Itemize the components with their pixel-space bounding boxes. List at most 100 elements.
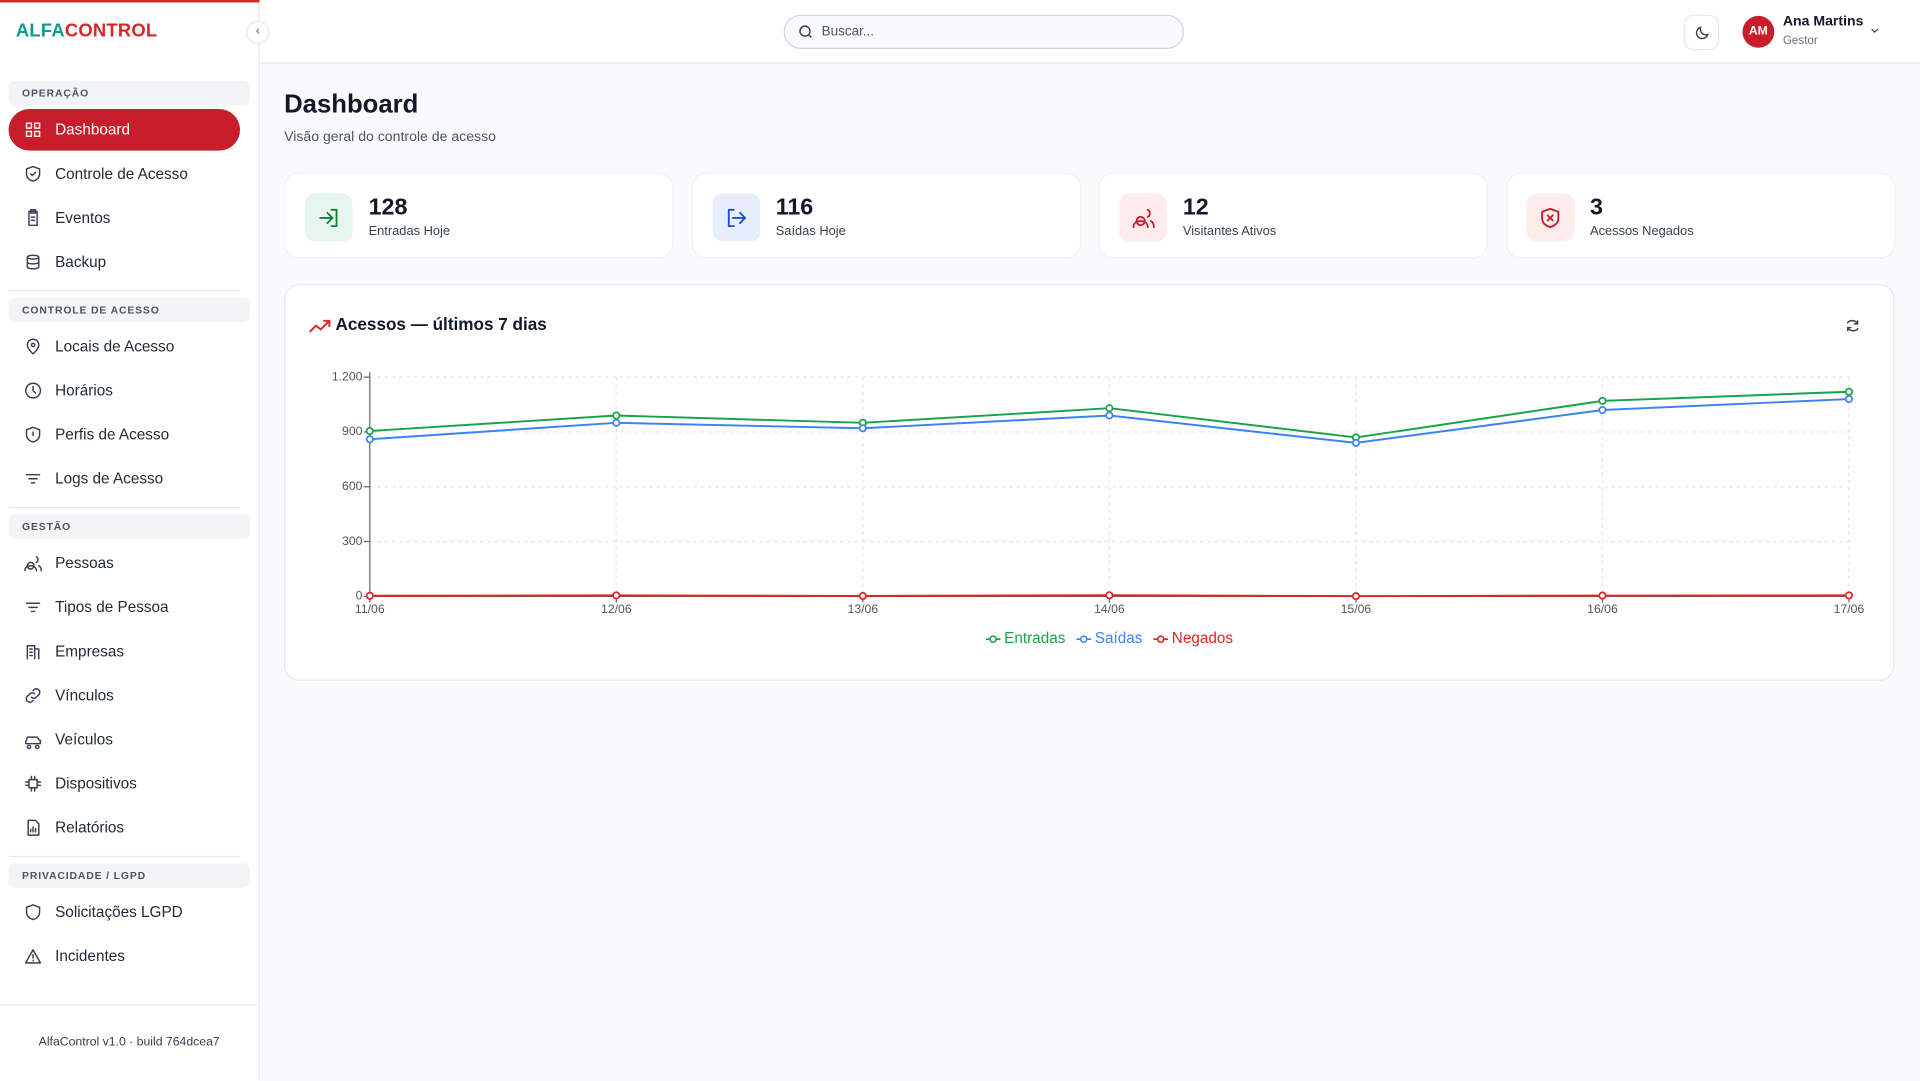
avatar[interactable]: AM [1742,15,1775,48]
icon-shape [25,122,41,138]
nav-icon [24,775,42,792]
nav-label: Eventos [55,209,111,227]
chart-card: Acessos — últimos 7 dias 0 300 600 900 1.200… [284,284,1895,681]
section-title: PRIVACIDADE / LGPD [8,863,250,888]
data-point [365,435,374,444]
user-menu-chevron[interactable] [1869,24,1881,36]
moon-icon [1695,25,1709,39]
icon-shape [25,382,42,399]
icon [1541,207,1560,228]
y-tick-label: 0 [356,589,363,603]
nav-label: Relatórios [55,819,125,837]
nav-label: Horários [55,382,113,400]
nav-item[interactable]: Controle de Acesso [9,153,240,195]
nav-item[interactable]: Locais de Acesso [9,326,240,368]
search-icon [799,25,812,39]
icon-shape [24,775,42,792]
legend-item[interactable]: Saídas [1076,630,1143,647]
section-title: CONTROLE DE ACESSO [8,297,250,323]
refresh-button[interactable] [1846,319,1859,332]
nav-item[interactable]: Dashboard [8,108,241,151]
nav-icon [25,382,42,399]
nav-item[interactable]: Perfis de Acesso [9,414,240,456]
divider [8,290,241,292]
nav-item[interactable]: Dispositivos [9,763,240,805]
accent-line [0,0,260,3]
sidebar-footer: AlfaControl v1.0 · build 764dcea7 [0,1004,259,1081]
nav: OPERAÇÃO Dashboard Controle de Acesso Event… [0,76,258,1004]
nav-icon [25,473,41,484]
nav-item[interactable]: Backup [9,241,240,283]
user-name[interactable]: Ana Martins [1782,14,1864,30]
nav-label: Logs de Acesso [55,470,164,488]
icon-shape [1541,207,1560,228]
collapse-button[interactable]: ‹ [246,20,270,45]
nav-icon [28,209,38,227]
stat-icon [1526,193,1575,242]
x-tick-label: 15/06 [1341,602,1372,616]
data-point [612,591,621,600]
nav-label: Tipos de Pessoa [55,598,169,616]
legend-label: Saídas [1095,630,1143,647]
brand-part: CONTROL [64,20,158,42]
nav-item[interactable]: Vínculos [9,675,240,717]
x-tick-label: 13/06 [848,602,879,616]
data-point [1844,387,1854,396]
stat-value: 12 [1182,194,1209,221]
stat-label: Visitantes Ativos [1182,224,1277,239]
nav-item[interactable]: Incidentes [9,936,240,978]
nav-icon [24,736,42,750]
nav-icon [25,904,41,921]
search-box[interactable]: Buscar... [783,14,1185,49]
stat-card: 12 Visitantes Ativos [1098,172,1488,259]
icon-shape [25,473,41,484]
theme-toggle[interactable] [1683,14,1720,51]
nav-item[interactable]: Pessoas [9,542,240,584]
stat-card: 128 Entradas Hoje [284,172,674,259]
stat-label: Saídas Hoje [775,224,846,239]
nav-item[interactable]: Relatórios [9,807,240,849]
legend-item[interactable]: Entradas [985,630,1066,647]
icon-shape [25,904,41,921]
x-tick-label: 14/06 [1094,602,1125,616]
nav-item[interactable]: Empresas [9,631,240,673]
nav-label: Dashboard [55,121,130,139]
icon-shape [27,819,40,836]
nav-icon [26,338,40,355]
icon-shape [1131,208,1155,228]
nav-item[interactable]: Tipos de Pessoa [9,587,240,629]
x-tick-label: 16/06 [1587,602,1618,616]
divider [8,855,241,858]
nav-label: Empresas [55,642,125,660]
legend-item[interactable]: Negados [1153,630,1233,647]
topbar: Buscar... AM Ana Martins Gestor [259,0,1920,64]
nav-label: Solicitações LGPD [55,903,183,921]
nav-item[interactable]: Eventos [9,197,240,239]
icon-shape [26,338,40,355]
y-tick-label: 1.200 [332,369,363,383]
nav-item[interactable]: Logs de Acesso [9,458,240,500]
icon-shape [318,208,337,227]
data-point [858,424,867,433]
nav-item[interactable]: Solicitações LGPD [9,891,240,933]
icon [1131,208,1155,228]
brand[interactable]: ALFACONTROL [16,21,157,42]
nav-label: Controle de Acesso [55,165,188,183]
icon-shape [24,736,42,750]
stat-icon [1119,193,1167,242]
data-point [1598,591,1607,600]
nav-item[interactable]: Veículos [9,719,240,761]
data-point [365,591,374,600]
data-point [612,418,621,427]
stat-card: 3 Acessos Negados [1505,172,1895,259]
nav-label: Locais de Acesso [55,337,175,356]
icon-shape [26,254,40,270]
icon-shape [24,949,42,964]
y-tick-label: 900 [342,424,363,438]
data-point [1844,395,1854,404]
nav-item[interactable]: Horários [9,370,240,412]
data-point [612,411,621,420]
data-point [1351,592,1360,601]
stat-label: Entradas Hoje [368,224,451,239]
